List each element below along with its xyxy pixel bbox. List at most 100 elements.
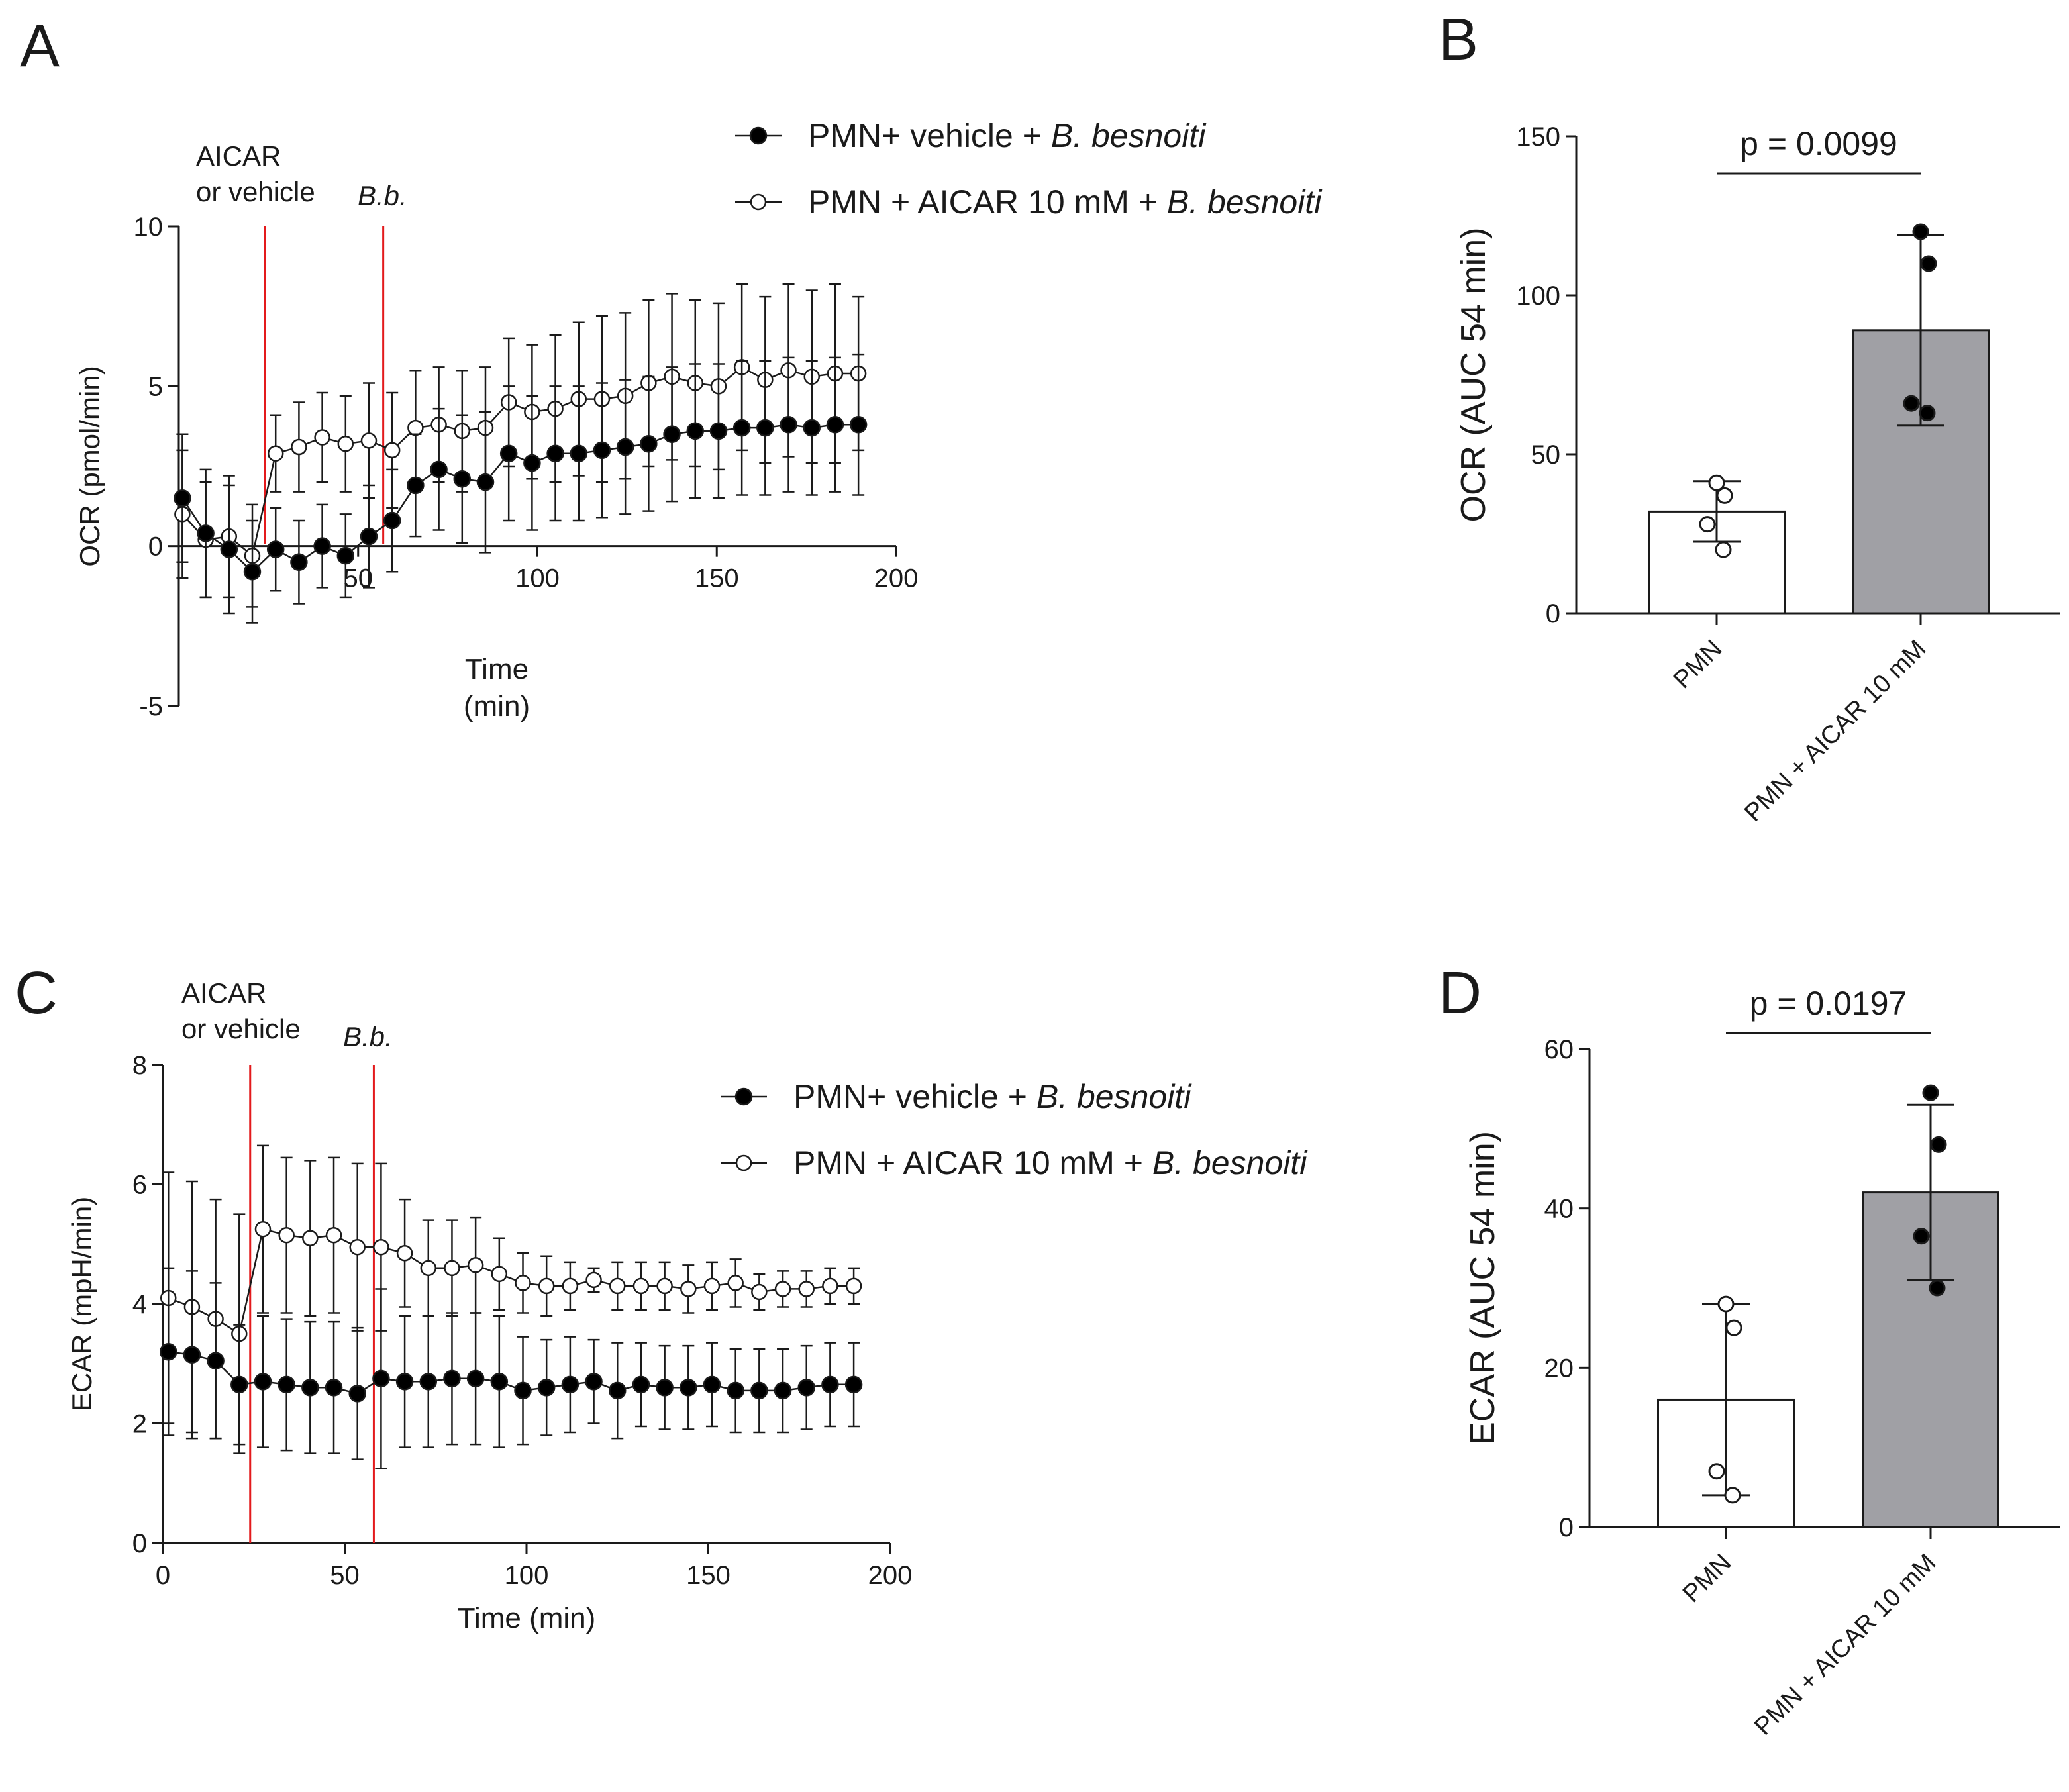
data-point-aicar (774, 1281, 791, 1297)
replicate-point (1912, 223, 1929, 240)
data-point-vehicle (546, 444, 564, 462)
x-tick-label: 200 (868, 1561, 913, 1590)
y-tick-label: -5 (139, 692, 163, 721)
annotation-b-b: B.b. (343, 1021, 393, 1052)
legend-label-text: PMN+ vehicle + (793, 1078, 1036, 1115)
data-point-vehicle (709, 422, 728, 440)
series-line-aicar (168, 1228, 854, 1336)
data-point-vehicle (372, 1369, 390, 1388)
y-axis-title: ECAR (mpH/min) (66, 1197, 97, 1411)
replicate-point (1919, 405, 1936, 422)
data-point-vehicle (774, 1381, 792, 1400)
data-point-vehicle (797, 1379, 815, 1397)
data-point-vehicle (230, 1375, 248, 1394)
x-tick-label: 100 (515, 564, 560, 593)
y-tick-label: 10 (134, 213, 164, 242)
data-point-aicar (515, 1275, 531, 1291)
category-label-pmn-aicar: PMN + AICAR 10 mM (1749, 1549, 1941, 1741)
data-point-vehicle (703, 1375, 721, 1394)
data-point-vehicle (443, 1369, 461, 1388)
data-point-vehicle (732, 419, 751, 437)
data-point-aicar (360, 432, 378, 449)
data-point-aicar (420, 1260, 437, 1277)
data-point-vehicle (523, 454, 541, 472)
data-point-aicar (491, 1266, 508, 1283)
legend-label-species: B. besnoiti (1152, 1144, 1308, 1181)
data-point-vehicle (348, 1385, 366, 1403)
data-point-vehicle (490, 1373, 509, 1391)
data-point-vehicle (266, 540, 285, 558)
data-point-aicar (349, 1239, 366, 1256)
data-point-vehicle (197, 524, 215, 542)
replicate-point (1913, 1228, 1930, 1245)
panel-d-ecar-auc-bars: 0 20 40 60 ECAR (AUC 54 min) PMN PMN + AICAR 1… (1464, 985, 2060, 1741)
data-point-aicar (632, 1277, 650, 1295)
y-tick-label: 100 (1516, 281, 1560, 311)
data-point-vehicle (430, 460, 448, 479)
data-point-vehicle (207, 1352, 225, 1369)
data-point-aicar (798, 1281, 815, 1297)
category-label-pmn: PMN (1668, 635, 1727, 694)
data-point-aicar (845, 1277, 862, 1295)
data-point-aicar (609, 1277, 626, 1295)
y-tick-label: 150 (1516, 123, 1560, 152)
x-axis-title: Time (min) (458, 1602, 596, 1634)
y-tick-label: 0 (1559, 1513, 1574, 1542)
data-point-aicar (396, 1245, 413, 1262)
legend-marker (750, 193, 767, 211)
data-point-vehicle (585, 1373, 603, 1391)
data-point-vehicle (254, 1373, 272, 1391)
y-axis-title: OCR (pmol/min) (74, 366, 105, 566)
data-point-vehicle (780, 416, 797, 434)
data-point-aicar (751, 1283, 768, 1301)
data-point-vehicle (301, 1379, 319, 1397)
data-point-vehicle (656, 1379, 674, 1397)
data-point-vehicle (750, 1381, 768, 1400)
legend-marker (749, 126, 768, 145)
data-point-aicar (407, 419, 424, 436)
data-point-vehicle (680, 1379, 697, 1397)
data-point-vehicle (844, 1375, 863, 1394)
series-line-aicar (181, 366, 859, 558)
x-axis-title-line2: (min) (464, 690, 530, 722)
data-point-aicar (267, 445, 284, 462)
panel-letter-c: C (15, 960, 58, 1026)
x-tick-label: 100 (505, 1561, 549, 1590)
x-tick-label: 0 (156, 1561, 170, 1590)
data-point-vehicle (220, 540, 238, 558)
category-label-pmn-aicar: PMN + AICAR 10 mM (1739, 635, 1931, 827)
data-point-vehicle (849, 416, 868, 434)
data-point-vehicle (243, 563, 262, 581)
y-tick-label: 50 (1531, 440, 1561, 470)
data-point-vehicle (159, 1342, 177, 1361)
data-point-vehicle (290, 553, 308, 572)
data-point-vehicle (278, 1375, 295, 1394)
data-point-vehicle (514, 1381, 532, 1400)
replicate-point (1715, 541, 1732, 558)
category-label-pmn: PMN (1678, 1549, 1737, 1608)
y-tick-label: 0 (148, 532, 163, 562)
legend-label-species: B. besnoiti (1167, 183, 1323, 221)
data-point-vehicle (561, 1375, 580, 1394)
data-point-aicar (822, 1277, 838, 1295)
data-point-aicar (291, 438, 307, 456)
annotation-aicar: AICAR (196, 140, 281, 172)
data-point-vehicle (632, 1375, 650, 1394)
y-tick-label: 0 (132, 1529, 147, 1558)
data-point-aicar (337, 435, 354, 452)
replicate-point (1724, 1487, 1741, 1504)
legend-label-text: PMN + AICAR 10 mM + (808, 183, 1167, 221)
legend-label-aicar: PMN + AICAR 10 mM + B. besnoiti (808, 183, 1323, 221)
data-point-aicar (383, 442, 401, 459)
data-point-vehicle (537, 1379, 556, 1397)
legend-label-vehicle: PMN+ vehicle + B. besnoiti (808, 117, 1207, 154)
data-point-vehicle (360, 527, 378, 546)
p-value: p = 0.0099 (1740, 125, 1897, 162)
y-tick-label: 6 (132, 1171, 147, 1200)
data-point-vehicle (663, 425, 681, 443)
data-point-vehicle (183, 1346, 201, 1364)
data-point-aicar (467, 1257, 484, 1273)
panel-c-ecar-timecourse: 0 2 4 6 8 0 50 100 150 200 AICAR or vehicle B.b. ECAR… (66, 977, 1308, 1634)
